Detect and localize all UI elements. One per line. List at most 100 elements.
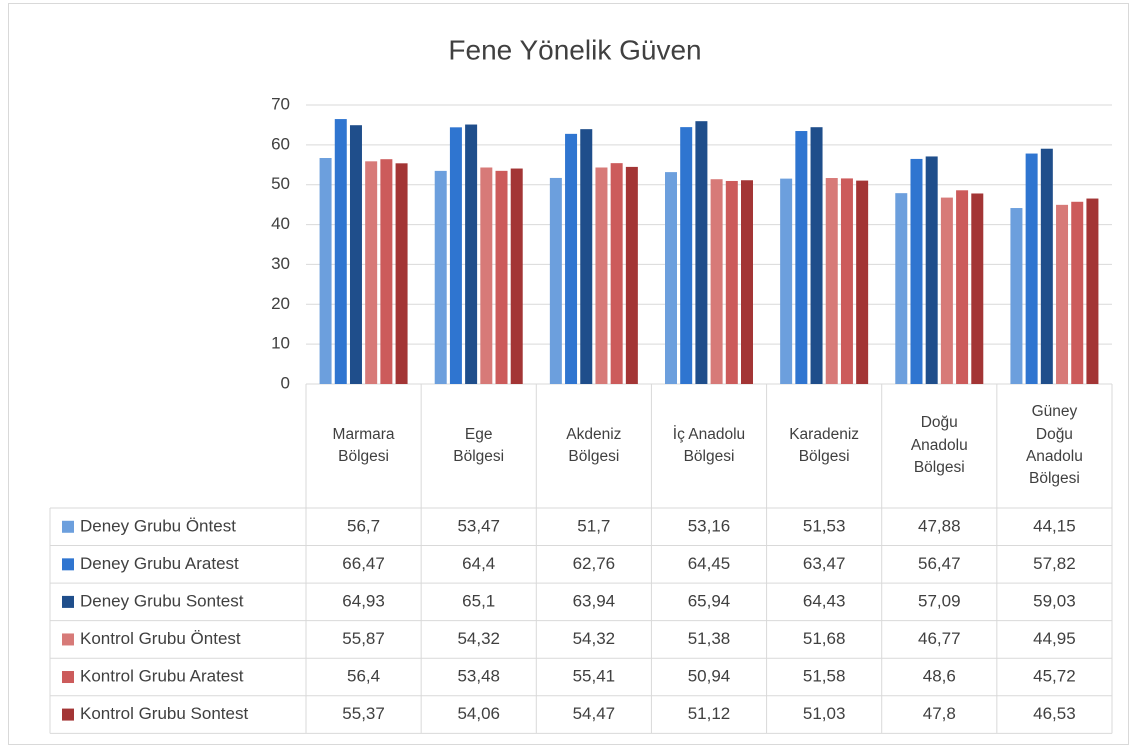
chart-title: Fene Yönelik Güven [448, 34, 701, 65]
table-value: 44,95 [1033, 629, 1076, 648]
bar [940, 197, 953, 384]
table-value: 47,8 [923, 704, 956, 723]
category-text: Akdeniz Bölgesi [566, 425, 622, 465]
bar [465, 124, 478, 384]
bar [910, 158, 923, 384]
table-value: 48,6 [923, 667, 956, 686]
table-value: 64,43 [803, 591, 846, 610]
bar [434, 170, 447, 384]
bar [595, 167, 608, 384]
bar [840, 178, 853, 384]
table-value: 45,72 [1033, 667, 1076, 686]
y-tick-label: 70 [271, 94, 290, 113]
bar [695, 121, 708, 384]
table-value: 46,53 [1033, 704, 1076, 723]
bar [680, 127, 693, 384]
table-value: 53,48 [457, 667, 500, 686]
bar [625, 166, 638, 384]
legend-key [62, 595, 74, 608]
table-value: 57,82 [1033, 554, 1076, 573]
bar [495, 170, 508, 384]
category-text: Karadeniz Bölgesi [789, 425, 860, 465]
bar [925, 156, 938, 384]
y-tick-label: 30 [271, 254, 290, 273]
bar [349, 125, 362, 384]
legend-label: Kontrol Grubu Sontest [80, 704, 248, 723]
bar [810, 127, 823, 384]
legend-label: Deney Grubu Sontest [80, 591, 244, 610]
legend-key [62, 633, 74, 646]
bar [1056, 204, 1069, 384]
legend-key [62, 708, 74, 721]
y-tick-label: 20 [271, 294, 290, 313]
x-tick-label: Güney Doğu Anadolu Bölgesi [997, 384, 1112, 508]
bar [780, 178, 793, 384]
bar [365, 161, 378, 384]
bar [334, 119, 347, 384]
category-text: Ege Bölgesi [453, 425, 505, 465]
bar [795, 131, 808, 384]
bar [380, 159, 393, 384]
bar [710, 179, 723, 384]
table-value: 51,53 [803, 516, 846, 535]
table-value: 55,87 [342, 629, 385, 648]
table-value: 51,03 [803, 704, 846, 723]
table-value: 64,4 [462, 554, 495, 573]
table-value: 51,7 [577, 516, 610, 535]
table-value: 53,16 [688, 516, 731, 535]
y-tick-label: 60 [271, 134, 290, 153]
table-value: 54,32 [573, 629, 616, 648]
table-value: 54,47 [573, 704, 616, 723]
legend-label: Kontrol Grubu Aratest [80, 667, 244, 686]
table-value: 63,94 [573, 591, 616, 610]
bar [856, 180, 869, 384]
table-value: 65,94 [688, 591, 731, 610]
table-value: 64,93 [342, 591, 385, 610]
legend-label: Deney Grubu Öntest [80, 516, 236, 535]
bar [395, 163, 408, 384]
table-value: 51,38 [688, 629, 731, 648]
table-value: 57,09 [918, 591, 961, 610]
table-value: 44,15 [1033, 516, 1076, 535]
bar [741, 180, 753, 384]
bar [480, 167, 493, 384]
bar [1071, 201, 1084, 384]
table-value: 59,03 [1033, 591, 1076, 610]
bar [725, 180, 738, 384]
table-value: 64,45 [688, 554, 731, 573]
table-value: 66,47 [342, 554, 385, 573]
legend-key [62, 671, 74, 684]
legend-label: Deney Grubu Aratest [80, 554, 239, 573]
bar [1040, 148, 1053, 384]
bar [895, 193, 908, 384]
table-value: 56,47 [918, 554, 961, 573]
table-value: 54,32 [457, 629, 500, 648]
legend-label: Kontrol Grubu Öntest [80, 629, 241, 648]
bar [319, 158, 332, 384]
x-tick-label: Marmara Bölgesi [306, 384, 421, 508]
bar [565, 133, 578, 384]
table-value: 62,76 [573, 554, 616, 573]
y-tick-label: 10 [271, 334, 290, 353]
table-value: 54,06 [457, 704, 500, 723]
bar [825, 178, 838, 384]
table-value: 47,88 [918, 516, 961, 535]
table-value: 65,1 [462, 591, 495, 610]
table-value: 56,7 [347, 516, 380, 535]
bar [610, 163, 623, 384]
bar [510, 168, 523, 384]
category-text: İç Anadolu Bölgesi [672, 425, 746, 465]
table-value: 46,77 [918, 629, 961, 648]
category-text: Marmara Bölgesi [332, 425, 395, 465]
bar [580, 129, 593, 384]
table-value: 51,12 [688, 704, 731, 723]
category-text: Güney Doğu Anadolu Bölgesi [1025, 403, 1083, 488]
legend-key [62, 558, 74, 571]
x-tick-label: Akdeniz Bölgesi [536, 384, 651, 508]
bar [549, 177, 562, 384]
bar [1086, 198, 1099, 384]
x-tick-label: Ege Bölgesi [421, 384, 536, 508]
bar [665, 172, 677, 384]
